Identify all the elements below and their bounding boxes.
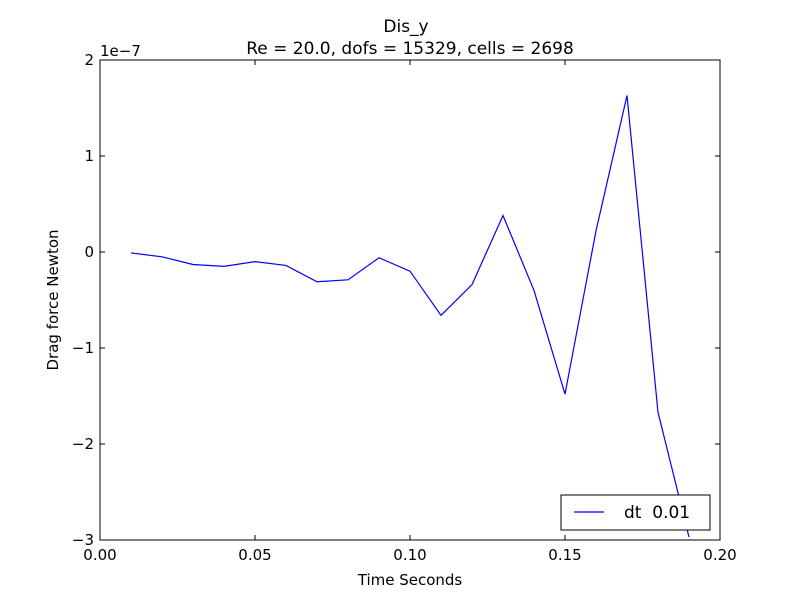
plot-frame (99, 59, 721, 541)
plot-area (100, 60, 720, 540)
x-axis-label: Time Seconds (357, 571, 463, 589)
chart-subtitle: Re = 20.0, dofs = 15329, cells = 2698 (246, 39, 574, 59)
axis-ticks: 0.00 0.05 0.10 0.15 0.20 −3 −2 −1 0 1 2 (72, 51, 737, 564)
series-layer (130, 95, 690, 538)
y-tick-label: 1 (84, 147, 94, 165)
y-scale-label: 1e−7 (100, 42, 141, 60)
y-tick-label: −3 (72, 531, 94, 549)
x-tick-label: 0.10 (393, 546, 426, 564)
y-axis-label: Drag force Newton (44, 229, 62, 370)
y-tick-label: 0 (84, 243, 94, 261)
series-line (130, 95, 690, 538)
y-tick-label: −1 (72, 339, 94, 357)
legend: dt 0.01 (560, 494, 711, 531)
y-tick-label: −2 (72, 435, 94, 453)
y-tick-label: 2 (84, 51, 94, 69)
legend-label: dt 0.01 (624, 503, 690, 523)
x-tick-label: 0.15 (548, 546, 581, 564)
x-tick-label: 0.05 (238, 546, 271, 564)
x-tick-label: 0.20 (703, 546, 736, 564)
x-tick-label: 0.00 (83, 546, 116, 564)
chart-title: Dis_y (383, 17, 428, 37)
